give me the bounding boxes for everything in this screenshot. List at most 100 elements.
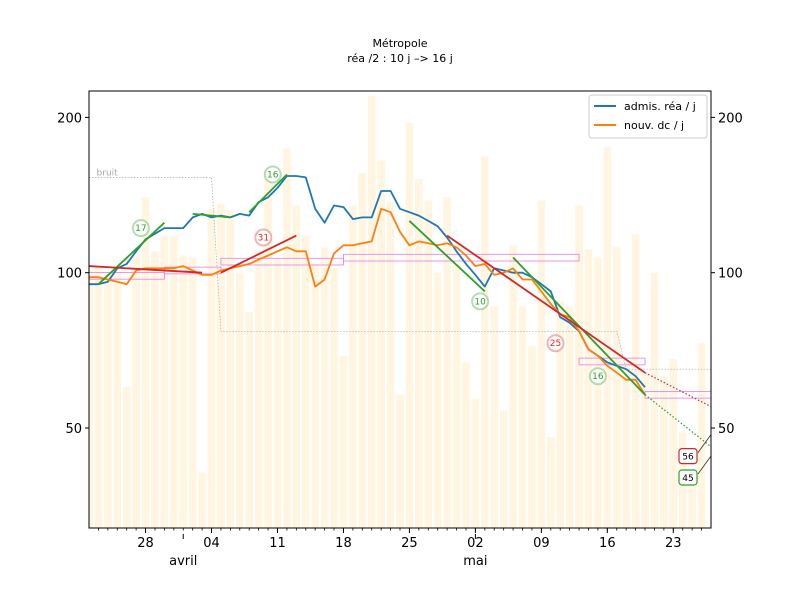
doubling-time-circle [546,334,565,353]
end-label-box [678,448,698,465]
background-bar [358,173,367,528]
background-bar [292,205,301,528]
y-tick-label-right: 200 [718,111,743,126]
background-bar [433,272,442,528]
background-bar [132,255,140,528]
background-bar [330,268,338,528]
background-bar [471,398,480,528]
month-label: mai [463,554,487,569]
background-bar [386,202,395,528]
doubling-time-circle [131,219,150,238]
background-bar [462,362,470,528]
x-tick-label: 28 [137,536,154,551]
background-bar [226,210,235,528]
average-box [220,257,344,266]
legend-box [588,94,708,139]
x-tick-label: 11 [269,536,286,551]
background-bar [518,306,527,528]
background-bar [660,376,668,528]
background-bar [537,200,546,528]
series-line-dc [89,207,646,396]
background-bar [575,205,583,528]
background-bar [622,362,630,528]
background-bar [245,311,253,528]
x-tick-label: 16 [599,536,616,551]
bars-layer [89,96,706,528]
background-bar [160,235,169,528]
background-bar [584,249,593,528]
background-bar [396,394,404,528]
trend-fit-green [248,173,288,213]
end-label-value: 56 [682,453,694,463]
background-bar [141,197,150,528]
doubling-time-label: 25 [550,339,561,349]
background-bar [311,263,319,528]
background-bar [603,147,612,528]
legend: admis. réa / j nouv. dc / j [588,94,708,139]
noise-label: bruit [97,168,119,178]
fits-layer [88,173,712,448]
legend-label-rea: admis. réa / j [624,100,696,113]
background-bar [452,263,461,528]
trend-fit-red [220,234,297,274]
x-tick-label: 09 [533,536,550,551]
background-bar [594,257,602,528]
noise-layer [89,177,711,370]
y-tick-label-left: 100 [57,267,82,282]
background-bar [283,148,291,528]
month-label: avril [169,554,197,569]
doubling-time-label: 17 [135,224,146,234]
y-tick-label-left: 50 [65,422,82,437]
background-bar [367,96,376,528]
background-bar [688,478,696,528]
doubling-time-label: 10 [474,297,486,307]
background-bar [188,257,197,528]
y-tick-label-left: 200 [57,111,82,126]
background-bar [377,160,385,528]
noise-threshold [89,177,711,370]
chart-title: Métropole [372,37,427,50]
background-bar [179,255,188,528]
average-box [89,272,165,280]
axes-layer: 50 50 100 100 200 200 28 04 11 18 25 02 09 16 23 avril m… [57,111,743,569]
background-bar [669,359,678,528]
background-bar [556,301,564,528]
end-label-value: 45 [682,474,693,484]
trend-fit-red [88,265,203,274]
background-bar [113,272,122,528]
average-box [343,253,580,262]
background-bar [89,270,93,528]
background-bar [499,410,508,528]
background-bar [612,247,621,528]
lines-layer [89,175,646,396]
background-bar [170,235,178,528]
trend-fit-red [446,234,646,374]
doubling-time-label: 31 [258,234,269,244]
trend-fit-green [408,220,486,293]
background-bar [122,387,131,528]
trend-fit-green [192,213,231,219]
background-bar [415,178,423,528]
legend-label-dc: nouv. dc / j [624,119,684,132]
background-bar [151,251,159,528]
background-bar [547,437,555,528]
background-bar [320,247,329,528]
background-bar [490,306,499,528]
background-bar [339,355,348,528]
background-bar [236,272,244,528]
doubling-time-label: 16 [592,372,604,382]
background-bar [405,123,414,528]
doubling-time-label: 16 [267,171,279,181]
x-tick-label: 02 [467,536,484,551]
background-bar [207,208,216,528]
background-bar [264,170,272,528]
end-label-arrow [697,455,712,475]
doubling-time-circle [471,292,490,311]
background-bar [254,251,263,528]
doubling-time-circle [588,367,607,386]
x-tick-label: 23 [665,536,682,551]
chart-subtitle: réa /2 : 10 j –> 16 j [347,52,453,65]
background-bar [650,272,659,528]
end-label-box [678,469,698,486]
